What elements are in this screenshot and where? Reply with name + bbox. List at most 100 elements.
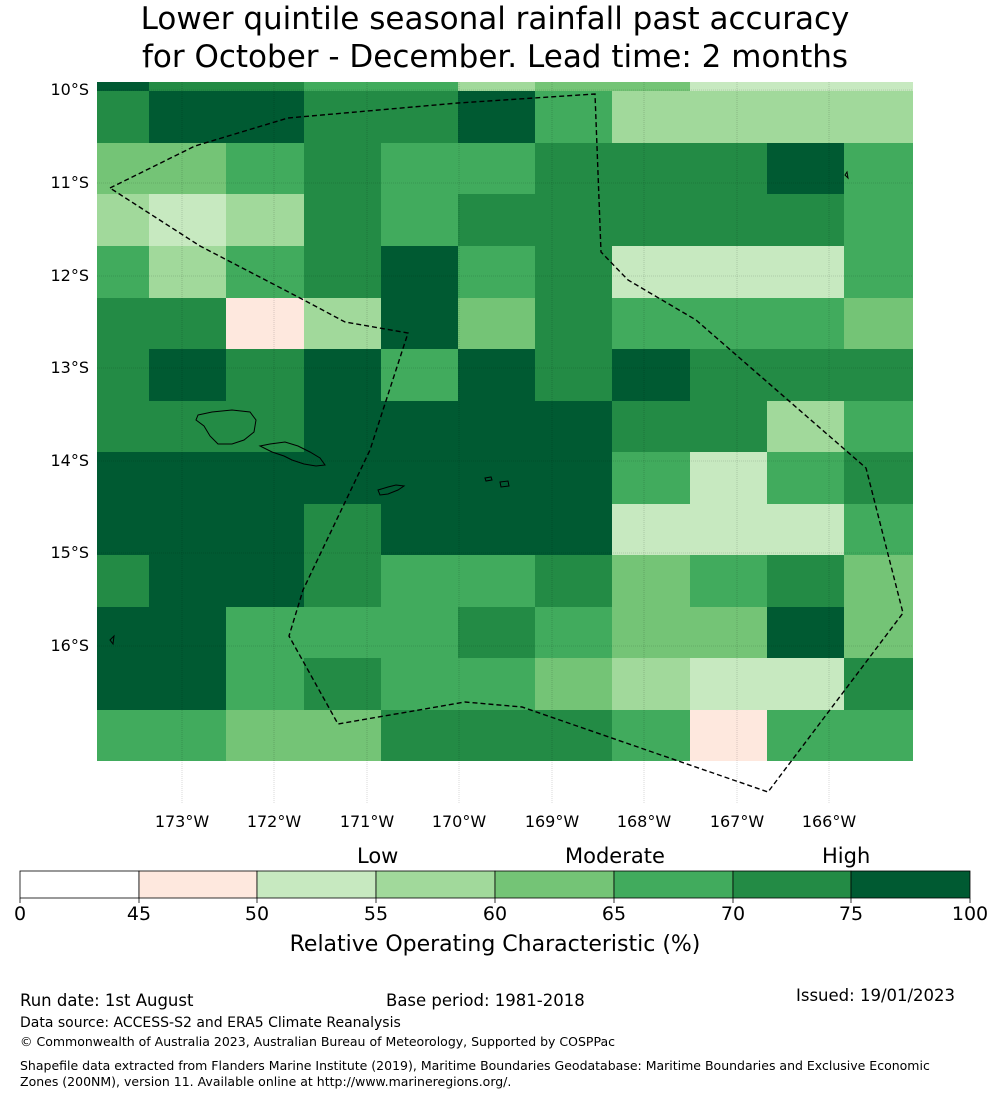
grid-cell xyxy=(97,82,149,91)
category-low-label: Low xyxy=(357,844,399,868)
shapefile-credit: Shapefile data extracted from Flanders M… xyxy=(20,1058,930,1089)
grid-cell xyxy=(149,349,226,401)
title-line-2: for October - December. Lead time: 2 mon… xyxy=(141,39,849,75)
colorbar-segment xyxy=(256,870,377,899)
grid-cell xyxy=(458,82,535,91)
issued-date: Issued: 19/01/2023 xyxy=(796,986,956,1005)
grid-cell xyxy=(149,298,226,349)
grid-cell xyxy=(97,607,149,658)
grid-cell xyxy=(458,143,535,194)
colorbar-segment xyxy=(732,870,852,899)
grid-cell xyxy=(304,246,381,298)
grid-cell xyxy=(458,452,535,504)
grid-cell xyxy=(381,607,458,658)
grid-cell xyxy=(149,452,226,504)
copyright: © Commonwealth of Australia 2023, Austra… xyxy=(20,1034,615,1049)
grid-cell xyxy=(458,349,535,401)
grid-cell xyxy=(97,349,149,401)
grid-cell xyxy=(535,555,612,607)
colorbar-tick: 0 xyxy=(13,903,27,925)
lat-label: 14°S xyxy=(50,451,89,470)
grid-cell xyxy=(612,452,690,504)
grid-cell xyxy=(304,143,381,194)
grid-cell xyxy=(844,401,913,452)
grid-cell xyxy=(149,555,226,607)
grid-cell xyxy=(304,401,381,452)
grid-cell xyxy=(226,504,304,555)
colorbar-tick: 45 xyxy=(126,903,152,925)
grid-cell xyxy=(458,401,535,452)
grid-cell xyxy=(381,710,458,761)
grid-cell xyxy=(458,91,535,143)
grid-cell xyxy=(97,91,149,143)
grid-cell xyxy=(226,194,304,246)
grid-cell xyxy=(612,555,690,607)
grid-cell xyxy=(690,607,767,658)
colorbar-tick: 60 xyxy=(482,903,508,925)
grid-cell xyxy=(381,246,458,298)
lon-label: 166°W xyxy=(801,812,857,831)
grid-cell xyxy=(226,710,304,761)
grid-cell xyxy=(535,298,612,349)
grid-cell xyxy=(612,91,690,143)
grid-cell xyxy=(535,452,612,504)
grid-cell xyxy=(690,143,767,194)
grid-cell xyxy=(844,349,913,401)
grid-cell xyxy=(304,710,381,761)
grid-cell xyxy=(767,658,844,710)
grid-cell xyxy=(458,504,535,555)
rose-atoll xyxy=(109,634,115,646)
grid-cell xyxy=(304,349,381,401)
colorbar-tick: 65 xyxy=(601,903,627,925)
grid-cell xyxy=(690,246,767,298)
grid-cell xyxy=(844,658,913,710)
grid-cell xyxy=(458,298,535,349)
grid-cell xyxy=(767,504,844,555)
run-date: Run date: 1st August xyxy=(20,991,194,1010)
grid-cell xyxy=(304,91,381,143)
grid-cell xyxy=(535,91,612,143)
grid-cell xyxy=(226,91,304,143)
grid-cell xyxy=(304,607,381,658)
grid-cell xyxy=(612,607,690,658)
lat-label: 12°S xyxy=(50,266,89,285)
lon-label: 173°W xyxy=(154,812,210,831)
grid-cell xyxy=(612,246,690,298)
eez-boundary xyxy=(108,93,904,793)
grid-cell xyxy=(458,658,535,710)
data-source: Data source: ACCESS-S2 and ERA5 Climate … xyxy=(20,1015,401,1031)
grid-cell xyxy=(149,710,226,761)
grid-cell xyxy=(844,91,913,143)
colorbar-label: Relative Operating Characteristic (%) xyxy=(289,932,701,957)
grid-cell xyxy=(226,555,304,607)
grid-cell xyxy=(690,298,767,349)
grid-cell xyxy=(767,607,844,658)
colorbar-segment xyxy=(138,870,258,899)
grid-cell xyxy=(381,82,458,91)
samoa-eez xyxy=(108,93,904,793)
colorbar-segment xyxy=(850,870,971,899)
grid-cell xyxy=(612,658,690,710)
grid-cell xyxy=(844,298,913,349)
swains-island xyxy=(844,170,849,180)
grid-cell xyxy=(690,555,767,607)
grid-cell xyxy=(767,710,844,761)
upolu-island xyxy=(258,441,326,467)
grid-cell xyxy=(690,504,767,555)
grid-cell xyxy=(97,298,149,349)
grid-cell xyxy=(226,349,304,401)
grid-cell xyxy=(97,143,149,194)
coastlines xyxy=(109,170,849,646)
colorbar-tick: 100 xyxy=(951,903,989,925)
grid-cell xyxy=(304,82,381,91)
colorbar-tick: 75 xyxy=(838,903,864,925)
grid-cell xyxy=(226,607,304,658)
grid-cell xyxy=(767,82,844,91)
grid-cell xyxy=(535,658,612,710)
grid-cell xyxy=(226,298,304,349)
map-title: Lower quintile seasonal rainfall past ac… xyxy=(0,0,990,76)
grid-cell xyxy=(767,452,844,504)
grid-cell xyxy=(612,504,690,555)
lat-label: 15°S xyxy=(50,543,89,562)
